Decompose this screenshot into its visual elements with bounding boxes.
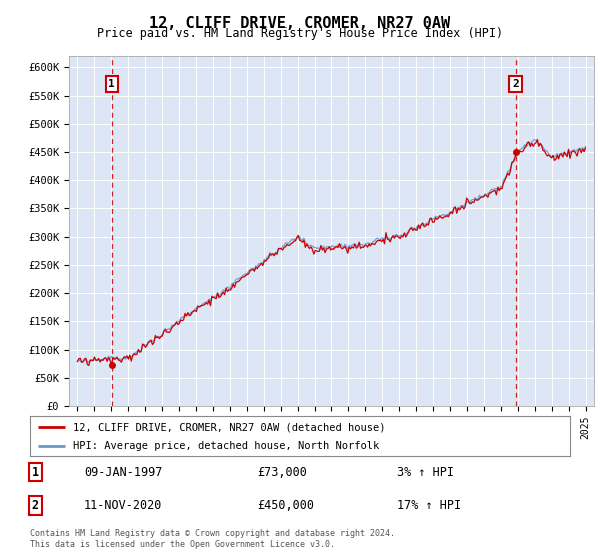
Text: £73,000: £73,000 — [257, 465, 307, 479]
Text: Price paid vs. HM Land Registry's House Price Index (HPI): Price paid vs. HM Land Registry's House … — [97, 27, 503, 40]
Text: 12, CLIFF DRIVE, CROMER, NR27 0AW (detached house): 12, CLIFF DRIVE, CROMER, NR27 0AW (detac… — [73, 422, 386, 432]
Text: 1: 1 — [32, 465, 39, 479]
Text: 2: 2 — [32, 499, 39, 512]
Text: 11-NOV-2020: 11-NOV-2020 — [84, 499, 163, 512]
Text: 1: 1 — [109, 79, 115, 89]
Text: 12, CLIFF DRIVE, CROMER, NR27 0AW: 12, CLIFF DRIVE, CROMER, NR27 0AW — [149, 16, 451, 31]
Text: 17% ↑ HPI: 17% ↑ HPI — [397, 499, 461, 512]
Text: £450,000: £450,000 — [257, 499, 314, 512]
Text: 2: 2 — [512, 79, 519, 89]
Text: Contains HM Land Registry data © Crown copyright and database right 2024.
This d: Contains HM Land Registry data © Crown c… — [30, 529, 395, 549]
Text: 3% ↑ HPI: 3% ↑ HPI — [397, 465, 454, 479]
Text: 09-JAN-1997: 09-JAN-1997 — [84, 465, 163, 479]
Text: HPI: Average price, detached house, North Norfolk: HPI: Average price, detached house, Nort… — [73, 441, 379, 451]
